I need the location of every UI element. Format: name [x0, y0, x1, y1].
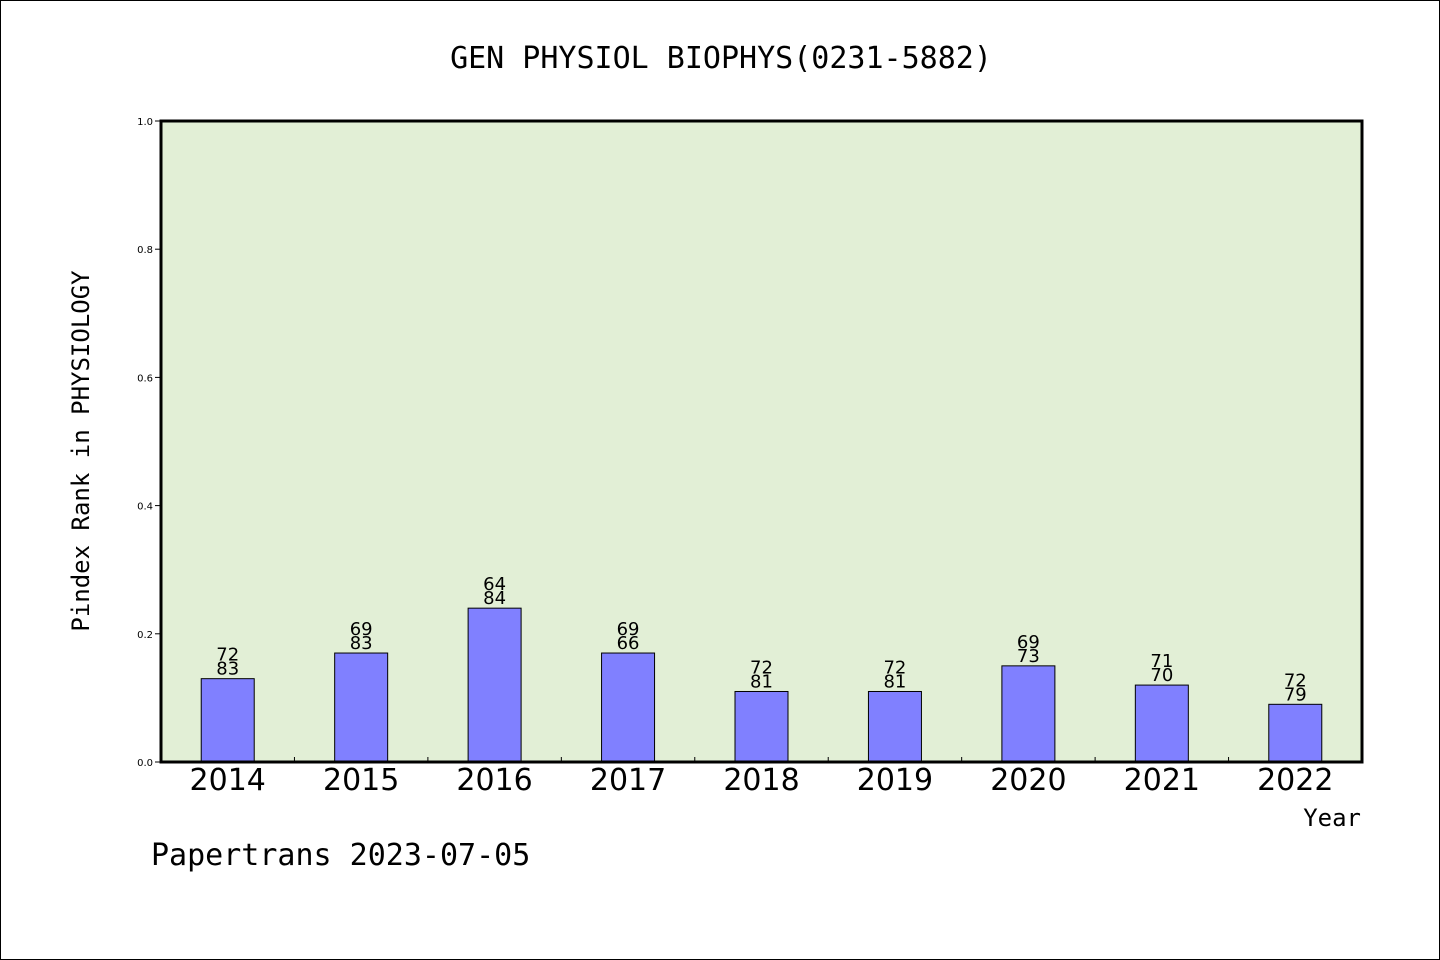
y-tick-label: 0.0 — [137, 758, 153, 769]
y-tick-label: 0.4 — [137, 502, 153, 513]
bar-label-bottom: 66 — [617, 633, 640, 654]
x-tick-label: 2016 — [456, 763, 532, 798]
bar-label-bottom: 73 — [1017, 646, 1040, 667]
plot-border — [159, 119, 1364, 764]
x-tick-label: 2014 — [190, 763, 266, 798]
bar — [867, 690, 922, 763]
bar-label-top: 69 — [617, 619, 640, 640]
bar — [1268, 703, 1323, 763]
bar — [1001, 665, 1056, 763]
bar — [467, 607, 522, 763]
bar-label-bottom: 83 — [350, 633, 373, 654]
bar-label-bottom: 79 — [1284, 684, 1307, 705]
bar-label-bottom: 83 — [216, 659, 239, 680]
bar-label-bottom: 81 — [883, 671, 906, 692]
bar-label-top: 72 — [750, 657, 773, 678]
bar-label-bottom: 81 — [750, 671, 773, 692]
bar-label-top: 69 — [350, 619, 373, 640]
chart-title: GEN PHYSIOL BIOPHYS(0231-5882) — [450, 41, 992, 76]
footer-credit: Papertrans 2023-07-05 — [151, 838, 530, 873]
y-axis-title: Pindex Rank in PHYSIOLOGY — [67, 270, 95, 632]
bar — [1134, 684, 1189, 763]
x-axis-title: Year — [1303, 804, 1361, 832]
bar — [334, 652, 389, 763]
x-tick-label: 2017 — [590, 763, 666, 798]
bar-label-top: 72 — [216, 645, 239, 666]
ticks-layer: 0.0 0.2 0.4 0.6 0.8 1.0 2014 2015 2016 2017 2018 20… — [137, 117, 1333, 798]
bar — [200, 678, 255, 763]
x-tick-label: 2018 — [723, 763, 799, 798]
y-tick-label: 0.2 — [137, 630, 153, 641]
x-tick-label: 2020 — [990, 763, 1066, 798]
y-tick-label: 0.8 — [137, 245, 153, 256]
x-tick-label: 2021 — [1124, 763, 1200, 798]
y-tick-label: 0.6 — [137, 373, 153, 384]
x-tick-label: 2022 — [1257, 763, 1333, 798]
x-tick-label: 2015 — [323, 763, 399, 798]
y-tick-label: 1.0 — [137, 117, 153, 128]
bar-label-top: 64 — [483, 574, 506, 595]
bar-label-bottom: 84 — [483, 588, 506, 609]
bar-label-top: 71 — [1150, 651, 1173, 672]
bar — [734, 690, 789, 763]
x-tick-label: 2019 — [857, 763, 933, 798]
bar-label-bottom: 70 — [1150, 665, 1173, 686]
bar-label-top: 72 — [1284, 670, 1307, 691]
bar — [601, 652, 656, 763]
bar-label-top: 69 — [1017, 632, 1040, 653]
bar-label-top: 72 — [883, 657, 906, 678]
